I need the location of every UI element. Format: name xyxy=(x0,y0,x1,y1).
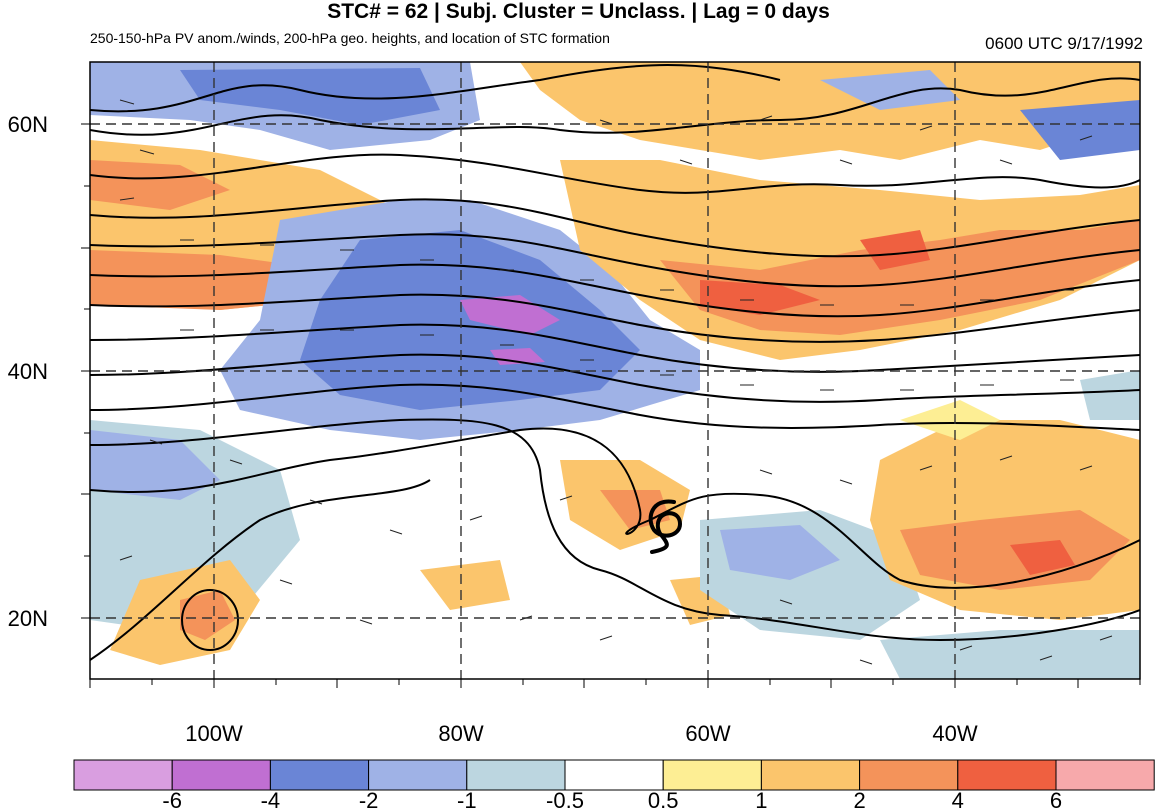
geopotential-height-contours xyxy=(90,64,1140,661)
colorbar-swatch xyxy=(859,759,959,791)
colorbar-tick-label: 2 xyxy=(853,788,865,812)
colorbar-swatch xyxy=(760,759,861,791)
colorbar-tick-label: -0.5 xyxy=(546,788,584,812)
colorbar-labels: -6 -4 -2 -1 -0.5 0.5 1 2 4 6 xyxy=(162,788,1062,812)
colorbar-tick-label: 4 xyxy=(952,788,964,812)
lat-lon-gridlines xyxy=(90,62,1140,679)
map-subtitle: 250-150-hPa PV anom./winds, 200-hPa geo.… xyxy=(90,30,610,46)
colorbar-tick-label: -4 xyxy=(261,788,281,812)
colorbar-tick-label: -6 xyxy=(162,788,182,812)
lon-label-100w: 100W xyxy=(185,721,243,746)
colorbar-swatch xyxy=(466,759,566,791)
page-title: STC# = 62 | Subj. Cluster = Unclass. | L… xyxy=(327,0,830,23)
axis-labels: 60N 40N 20N 100W 80W 60W 40W xyxy=(8,112,978,746)
colorbar-tick-label: -2 xyxy=(359,788,379,812)
colorbar-swatch xyxy=(368,759,468,791)
lon-label-80w: 80W xyxy=(438,721,483,746)
colorbar-tick-label: -1 xyxy=(457,788,477,812)
colorbar-tick-label: 0.5 xyxy=(648,788,679,812)
lon-label-60w: 60W xyxy=(685,721,730,746)
tropical-cyclone-symbol xyxy=(648,499,683,554)
colorbar-swatch xyxy=(662,759,762,791)
lat-label-40n: 40N xyxy=(8,359,48,384)
map-timestamp: 0600 UTC 9/17/1992 xyxy=(985,34,1143,53)
colorbar-tick-label: 1 xyxy=(755,788,767,812)
axis-ticks xyxy=(81,123,1141,688)
colorbar xyxy=(73,759,1155,791)
colorbar-swatch xyxy=(269,759,370,791)
colorbar-swatch xyxy=(564,759,664,791)
colorbar-swatch xyxy=(73,759,173,791)
pv-anomaly-field xyxy=(90,62,1140,679)
lon-label-40w: 40W xyxy=(932,721,977,746)
colorbar-swatch xyxy=(1055,759,1155,791)
colorbar-tick-label: 6 xyxy=(1050,788,1062,812)
colorbar-swatch xyxy=(957,759,1057,791)
colorbar-swatch xyxy=(171,759,271,791)
lat-label-60n: 60N xyxy=(8,112,48,137)
lat-label-20n: 20N xyxy=(8,606,48,631)
